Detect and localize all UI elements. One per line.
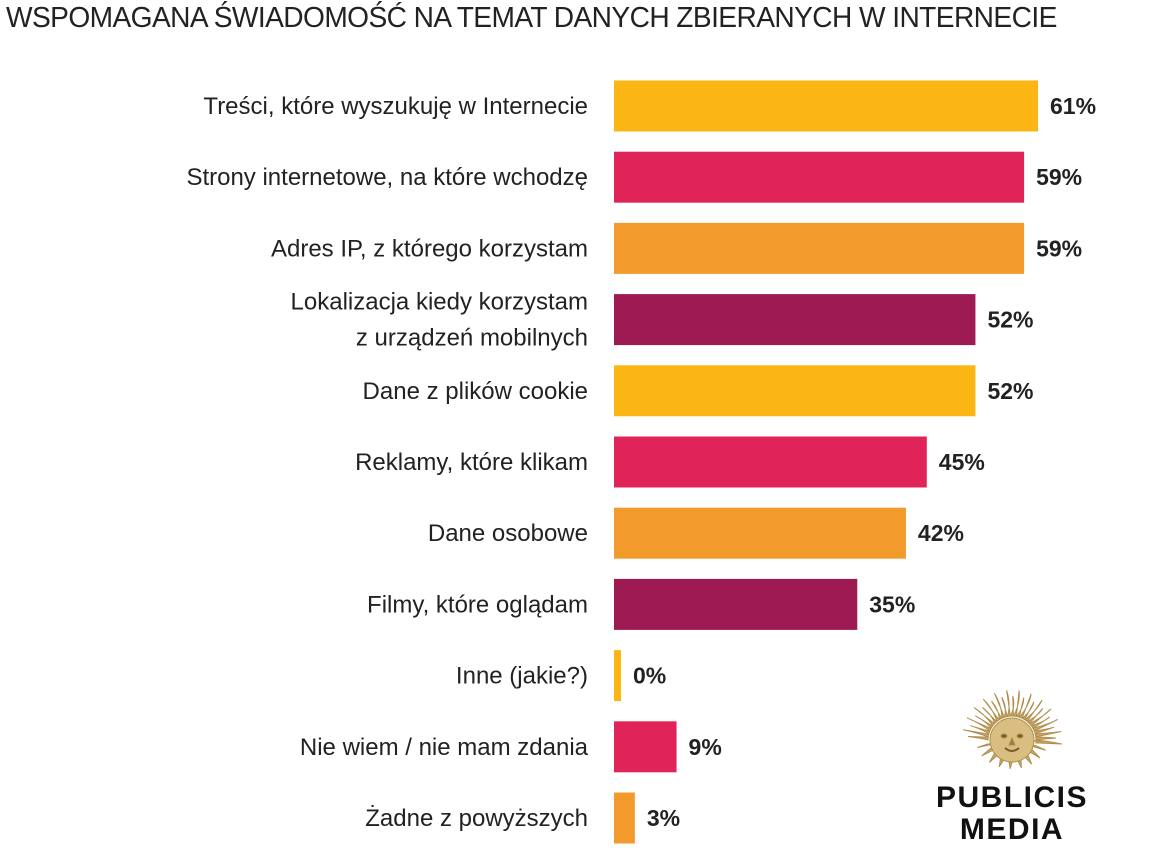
bar (614, 650, 621, 702)
bar (614, 294, 976, 346)
value-label: 45% (939, 449, 985, 475)
value-label: 59% (1036, 164, 1082, 190)
bar (614, 792, 635, 844)
value-label: 42% (918, 520, 964, 546)
category-label: Nie wiem / nie mam zdania (300, 734, 589, 761)
category-label: Dane osobowe (428, 520, 588, 547)
value-label: 9% (689, 734, 722, 760)
category-label: Filmy, które oglądam (367, 591, 588, 618)
value-label: 0% (633, 663, 666, 689)
bar (614, 222, 1025, 274)
bar (614, 578, 858, 630)
lion-sun-icon (962, 690, 1062, 769)
value-label: 3% (647, 805, 680, 831)
category-label: Dane z plików cookie (363, 378, 588, 405)
category-label: Adres IP, z którego korzystam (271, 235, 588, 262)
category-label: Treści, które wyszukuję w Internecie (203, 93, 588, 120)
category-label: Żadne z powyższych (365, 805, 588, 832)
category-label: z urządzeń mobilnych (356, 325, 588, 352)
category-label: Inne (jakie?) (456, 663, 588, 690)
bar (614, 80, 1038, 132)
logo-line1: PUBLICIS (935, 781, 1088, 814)
logo-line2: MEDIA (959, 813, 1065, 846)
bar (614, 721, 677, 773)
bar (614, 507, 906, 559)
bar (614, 151, 1025, 203)
publicis-media-logo: PUBLICIS MEDIA (912, 688, 1112, 848)
bar (614, 365, 976, 417)
category-label: Strony internetowe, na które wchodzę (186, 164, 588, 191)
bar (614, 436, 927, 488)
category-label: Reklamy, które klikam (355, 449, 588, 476)
value-label: 52% (987, 307, 1033, 333)
category-label: Lokalizacja kiedy korzystam (291, 289, 588, 316)
chart-title: WSPOMAGANA ŚWIADOMOŚĆ NA TEMAT DANYCH ZB… (6, 2, 1057, 34)
value-label: 35% (869, 591, 915, 617)
value-label: 59% (1036, 235, 1082, 261)
value-label: 52% (987, 378, 1033, 404)
value-label: 61% (1050, 93, 1096, 119)
